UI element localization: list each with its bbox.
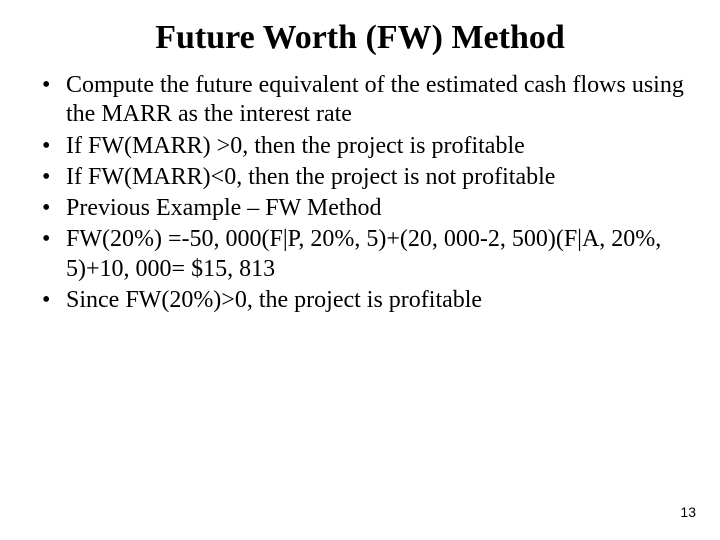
page-number: 13 (680, 504, 696, 520)
bullet-item: Previous Example – FW Method (36, 194, 684, 223)
bullet-list: Compute the future equivalent of the est… (28, 71, 692, 315)
bullet-item: Compute the future equivalent of the est… (36, 71, 684, 130)
bullet-item: FW(20%) =-50, 000(F|P, 20%, 5)+(20, 000-… (36, 225, 684, 284)
slide-title: Future Worth (FW) Method (28, 18, 692, 57)
bullet-item: Since FW(20%)>0, the project is profitab… (36, 286, 684, 315)
bullet-item: If FW(MARR) >0, then the project is prof… (36, 132, 684, 161)
bullet-item: If FW(MARR)<0, then the project is not p… (36, 163, 684, 192)
slide: Future Worth (FW) Method Compute the fut… (0, 0, 720, 540)
